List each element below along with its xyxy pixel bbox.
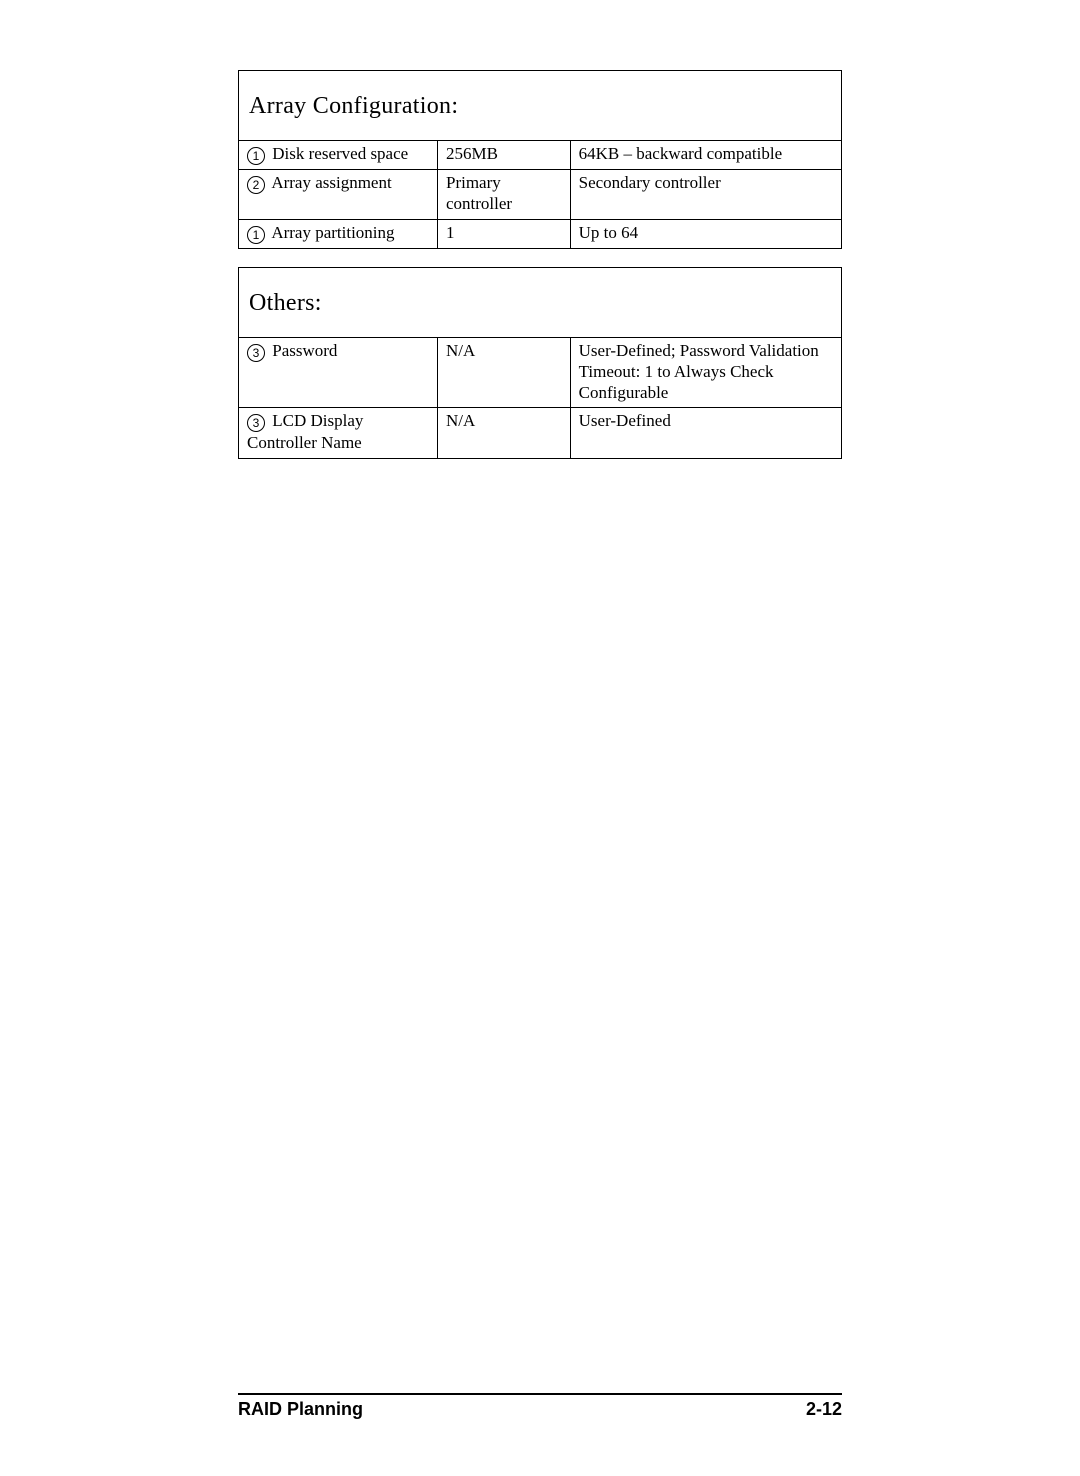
row-default-cell: 1 [437,219,570,248]
circled-number-icon: 3 [247,414,265,432]
row-default-cell: N/A [437,337,570,408]
row-alt-cell: 64KB – backward compatible [570,141,841,170]
table-row: 1 Disk reserved space 256MB 64KB – backw… [239,141,842,170]
table-row: 3 LCD Display Controller Name N/A User-D… [239,408,842,458]
row-label: Disk reserved space [272,144,408,163]
footer-rule [238,1393,842,1395]
circled-number-icon: 1 [247,226,265,244]
page-content: Array Configuration: 1 Disk reserved spa… [0,0,1080,459]
row-alt-cell: Secondary controller [570,170,841,220]
table-row: 3 Password N/A User-Defined; Password Va… [239,337,842,408]
footer-row: RAID Planning 2-12 [238,1399,842,1420]
others-table: Others: 3 Password N/A User-Defined; Pas… [238,267,842,459]
table-row: 2 Array assignment Primary controller Se… [239,170,842,220]
row-label-cell: 3 Password [239,337,438,408]
row-label-cell: 1 Disk reserved space [239,141,438,170]
row-default-cell: N/A [437,408,570,458]
footer-page-number: 2-12 [806,1399,842,1420]
row-label: LCD Display Controller Name [247,411,363,452]
row-label: Array assignment [271,173,391,192]
row-label-cell: 2 Array assignment [239,170,438,220]
circled-number-icon: 2 [247,176,265,194]
row-alt-cell: User-Defined; Password Validation Timeou… [570,337,841,408]
circled-number-icon: 1 [247,147,265,165]
array-configuration-table: Array Configuration: 1 Disk reserved spa… [238,70,842,249]
row-default-cell: Primary controller [437,170,570,220]
others-title: Others: [239,267,842,337]
row-label: Password [272,341,337,360]
row-alt-cell: User-Defined [570,408,841,458]
page-footer: RAID Planning 2-12 [0,1393,1080,1420]
row-label-cell: 3 LCD Display Controller Name [239,408,438,458]
table-row: 1 Array partitioning 1 Up to 64 [239,219,842,248]
row-label: Array partitioning [271,223,394,242]
circled-number-icon: 3 [247,344,265,362]
row-label-cell: 1 Array partitioning [239,219,438,248]
row-default-cell: 256MB [437,141,570,170]
row-alt-cell: Up to 64 [570,219,841,248]
array-configuration-title: Array Configuration: [239,71,842,141]
footer-section-title: RAID Planning [238,1399,363,1420]
